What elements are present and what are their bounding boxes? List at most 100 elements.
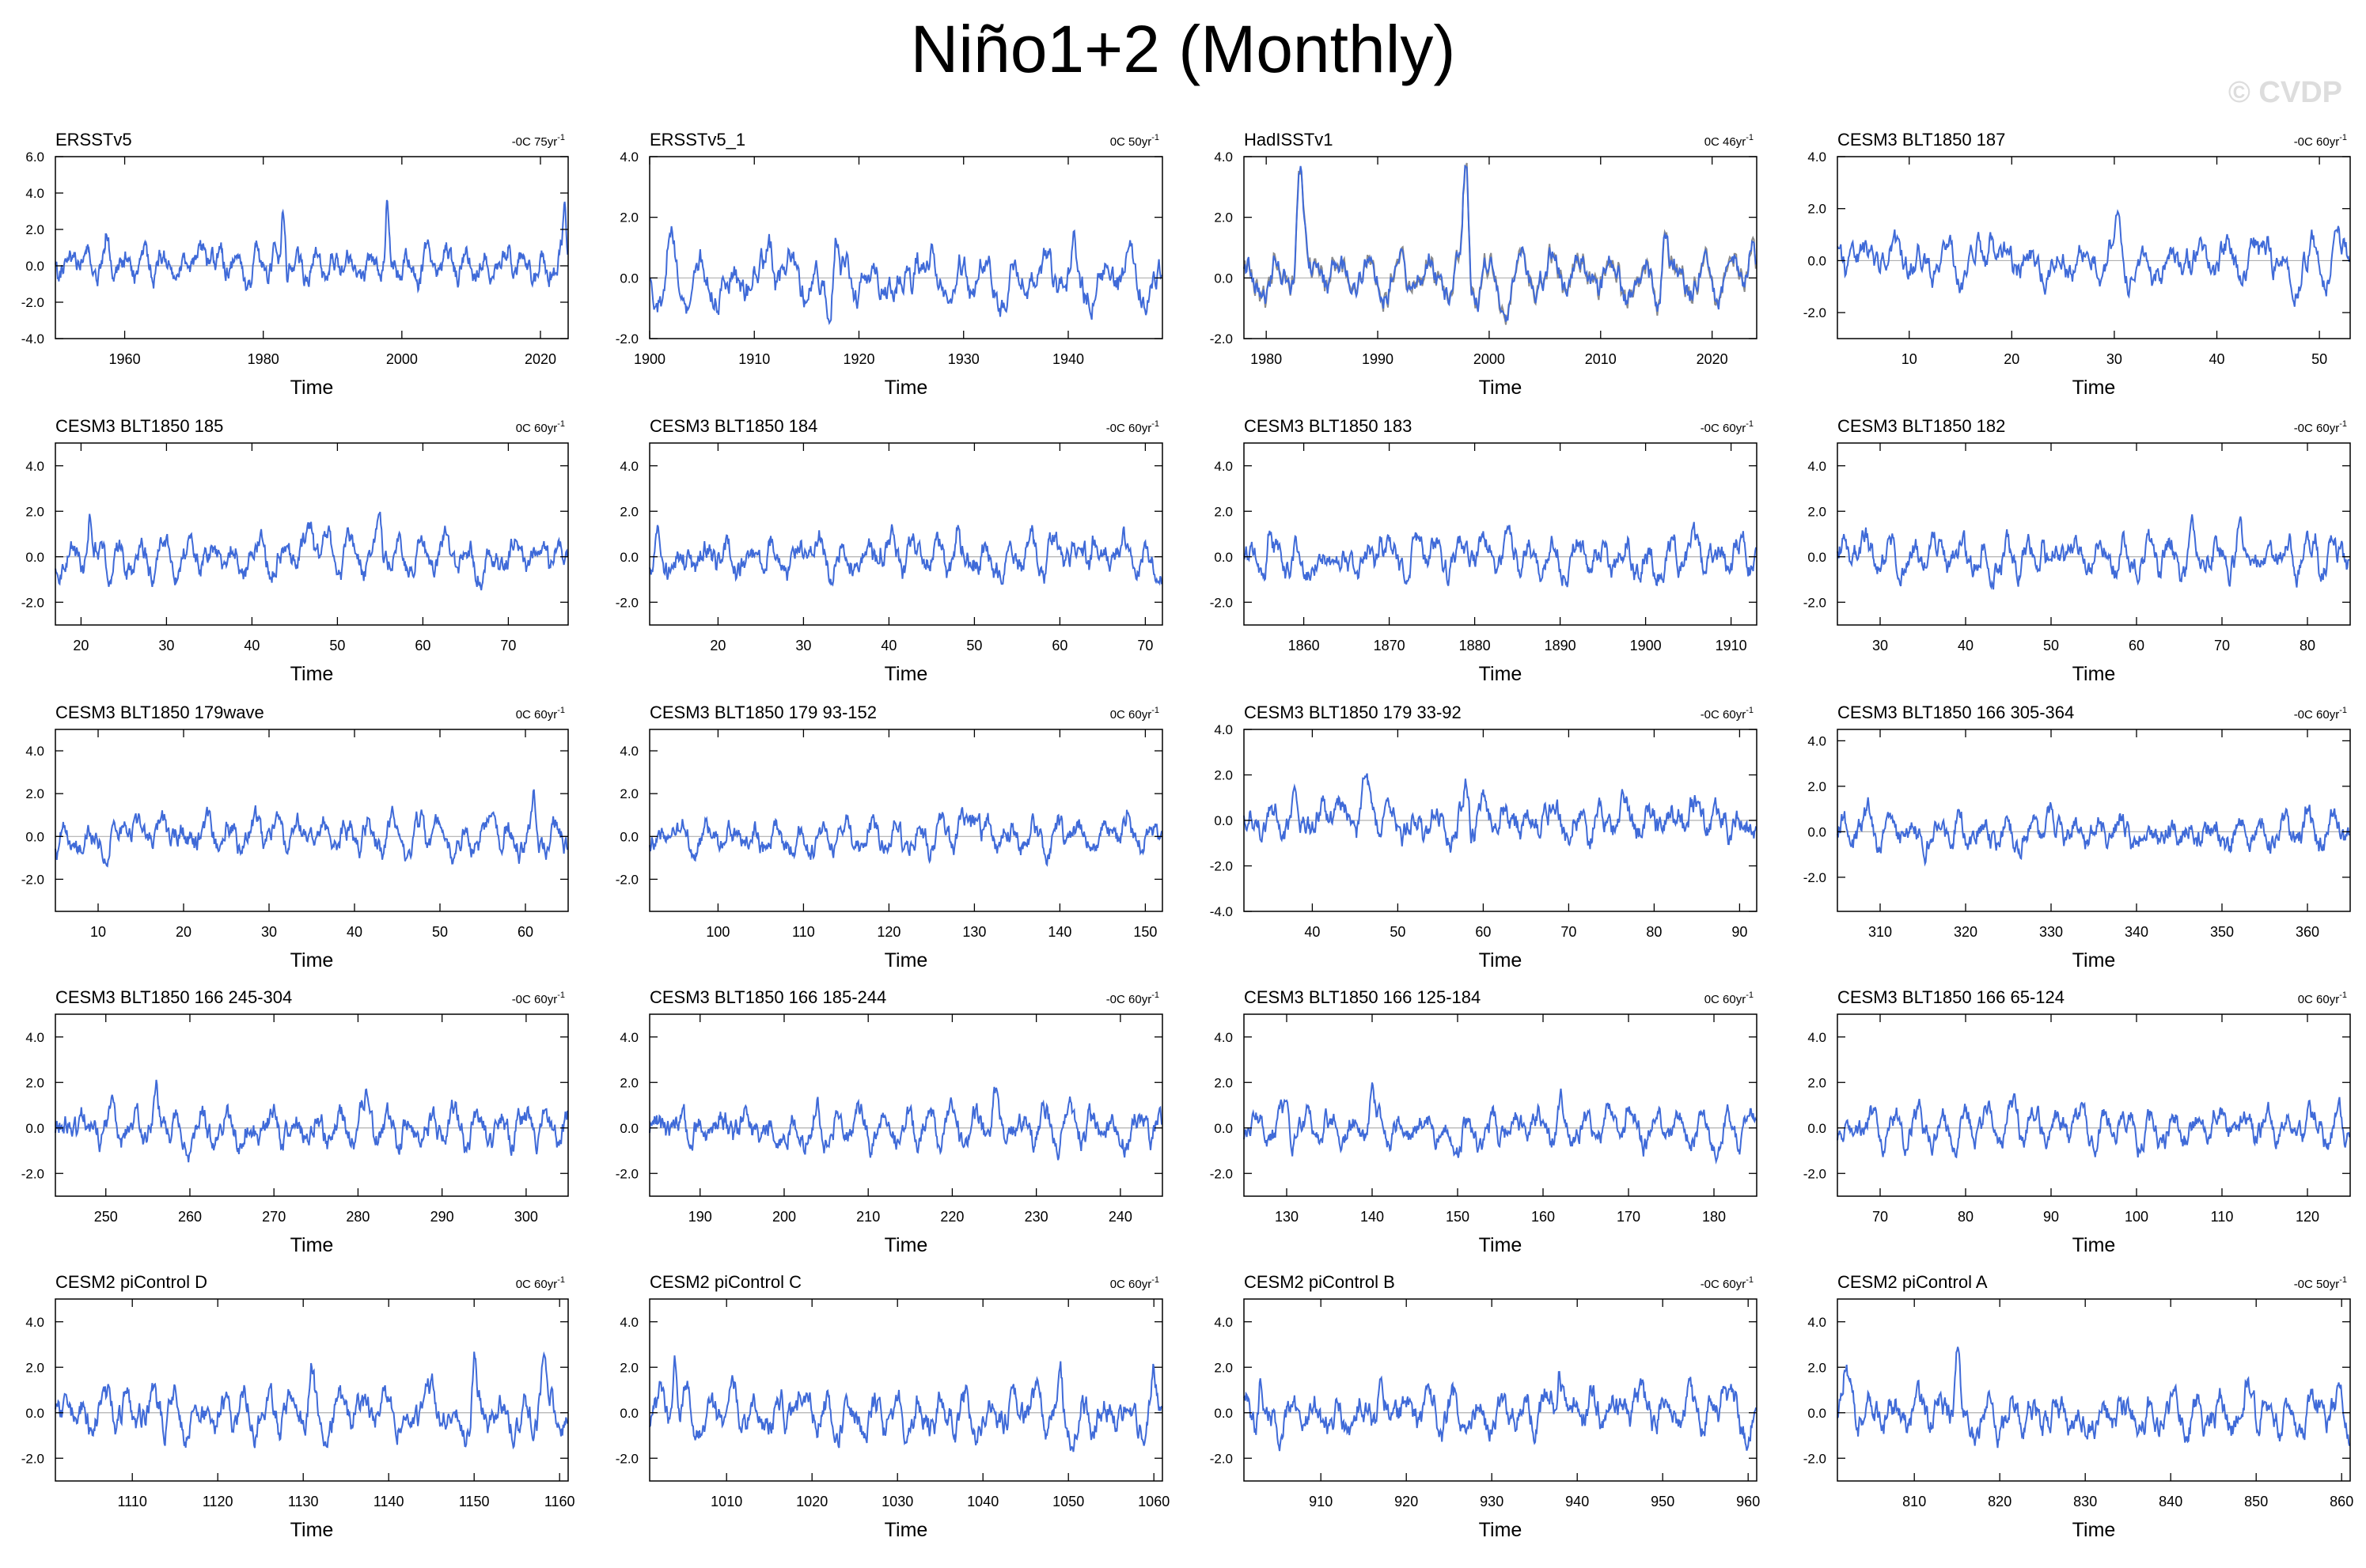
y-tick-label: 0.0 xyxy=(620,1406,639,1421)
x-tick-label: 50 xyxy=(2043,638,2059,653)
series-line xyxy=(1243,1370,1757,1452)
panel-title: CESM3 BLT1850 179 33-92 xyxy=(1244,703,1462,722)
panel-1: ERSSTv5 -0C 75yr-1 -4.0 -2.0 0.0 2.0 4.0 6.0 196… xyxy=(21,130,569,399)
x-tick-label: 30 xyxy=(2106,351,2122,367)
y-tick-label: 4.0 xyxy=(620,459,639,474)
series-line xyxy=(55,199,569,294)
series-line xyxy=(1837,209,2350,307)
x-tick-label: 280 xyxy=(346,1209,370,1225)
plot-frame xyxy=(649,442,1163,626)
x-tick-label: 1110 xyxy=(118,1494,147,1509)
x-tick-label: 50 xyxy=(432,924,448,940)
plot-frame xyxy=(649,1013,1163,1197)
series-line xyxy=(1837,1346,2351,1449)
y-tick-label: 0.0 xyxy=(1214,1121,1233,1136)
x-tick-label: 1020 xyxy=(796,1494,828,1509)
y-tick-label: 0.0 xyxy=(1807,253,1826,268)
plot-frame xyxy=(55,156,569,339)
x-tick-label: 70 xyxy=(500,638,516,653)
x-tick-label: 30 xyxy=(1872,638,1888,653)
trend-label: 0C 50yr-1 xyxy=(1110,133,1159,149)
x-tick-label: 350 xyxy=(2210,924,2234,940)
x-tick-label: 90 xyxy=(2043,1209,2059,1225)
y-tick-label: 2.0 xyxy=(620,1075,639,1090)
y-tick-label: 0.0 xyxy=(1807,550,1826,565)
plot-frame xyxy=(1837,1013,2351,1197)
panel-6: CESM3 BLT1850 184 -0C 60yr-1 -2.0 0.0 2.0 4.0… xyxy=(616,416,1163,685)
trend-label: 0C 60yr-1 xyxy=(516,1275,565,1291)
y-tick-label: 2.0 xyxy=(1807,202,1826,217)
x-tick-label: 110 xyxy=(2211,1209,2234,1225)
series-line xyxy=(1837,797,2350,867)
x-tick-label: 1160 xyxy=(544,1494,575,1509)
x-tick-label: 50 xyxy=(1390,924,1405,940)
x-tick-label: 330 xyxy=(2039,924,2063,940)
panel-11: CESM3 BLT1850 179 33-92 -0C 60yr-1 -4.0 -2.… xyxy=(1210,703,1757,971)
x-tick-label: 150 xyxy=(1133,924,1157,940)
x-tick-label: 1010 xyxy=(711,1494,742,1509)
series-line xyxy=(649,225,1162,326)
x-tick-label: 120 xyxy=(2296,1209,2319,1225)
panel-title: CESM2 piControl D xyxy=(55,1272,207,1292)
x-axis-label: Time xyxy=(2072,949,2116,971)
x-tick-label: 830 xyxy=(2073,1494,2097,1509)
series-line xyxy=(1243,164,1757,322)
trend-label: -0C 60yr-1 xyxy=(2294,419,2347,435)
x-tick-label: 2010 xyxy=(1585,351,1617,367)
y-tick-label: -2.0 xyxy=(21,595,44,610)
trend-label: 0C 60yr-1 xyxy=(516,706,565,722)
x-tick-label: 20 xyxy=(710,638,726,653)
x-tick-label: 50 xyxy=(966,638,982,653)
series-line xyxy=(649,807,1163,867)
y-tick-label: 2.0 xyxy=(1214,210,1233,225)
x-tick-label: 110 xyxy=(792,924,815,940)
y-tick-label: -2.0 xyxy=(616,872,639,887)
x-axis-label: Time xyxy=(2072,663,2116,685)
panel-title: CESM3 BLT1850 166 245-304 xyxy=(55,987,292,1007)
y-tick-label: -2.0 xyxy=(616,1451,639,1466)
trend-label: 0C 60yr-1 xyxy=(2298,990,2347,1006)
x-tick-label: 1930 xyxy=(948,351,980,367)
y-tick-label: 4.0 xyxy=(1807,1030,1826,1045)
x-axis-label: Time xyxy=(2072,377,2116,399)
y-tick-label: 0.0 xyxy=(620,271,639,286)
panel-15: CESM3 BLT1850 166 125-184 0C 60yr-1 -2.0 0.… xyxy=(1210,987,1757,1256)
x-axis-label: Time xyxy=(885,1519,928,1541)
plot-frame xyxy=(1243,1013,1757,1197)
y-tick-label: -2.0 xyxy=(616,331,639,347)
x-tick-label: 940 xyxy=(1565,1494,1589,1509)
y-tick-label: 4.0 xyxy=(25,459,44,474)
y-tick-label: 2.0 xyxy=(1807,504,1826,519)
y-tick-label: 4.0 xyxy=(25,744,44,759)
series-line xyxy=(1243,773,1757,853)
y-tick-label: 4.0 xyxy=(25,1030,44,1045)
y-tick-label: 4.0 xyxy=(1214,1030,1233,1045)
trend-label: -0C 60yr-1 xyxy=(1106,990,1159,1006)
x-tick-label: 40 xyxy=(1958,638,1974,653)
y-tick-label: 0.0 xyxy=(1214,550,1233,565)
panel-7: CESM3 BLT1850 183 -0C 60yr-1 -2.0 0.0 2.0 4.0… xyxy=(1210,416,1757,685)
plot-frame xyxy=(1837,442,2351,626)
series-line xyxy=(649,1355,1163,1452)
x-tick-label: 1060 xyxy=(1138,1494,1170,1509)
x-axis-label: Time xyxy=(1479,663,1522,685)
panel-13: CESM3 BLT1850 166 245-304 -0C 60yr-1 -2.0 0… xyxy=(21,987,569,1256)
x-tick-label: 910 xyxy=(1309,1494,1333,1509)
x-tick-label: 1900 xyxy=(1630,638,1662,653)
y-tick-label: 0.0 xyxy=(25,1406,44,1421)
panel-17: CESM2 piControl D 0C 60yr-1 -2.0 0.0 2.0 4.0 1… xyxy=(21,1272,575,1541)
x-axis-label: Time xyxy=(290,949,334,971)
trend-label: -0C 60yr-1 xyxy=(2294,133,2347,149)
x-tick-label: 820 xyxy=(1988,1494,2011,1509)
x-tick-label: 40 xyxy=(2209,351,2225,367)
y-tick-label: 0.0 xyxy=(620,829,639,844)
panel-2: ERSSTv5_1 0C 50yr-1 -2.0 0.0 2.0 4.0 1900 1910 1… xyxy=(616,130,1163,399)
y-tick-label: -2.0 xyxy=(21,1451,44,1466)
x-tick-label: 310 xyxy=(1868,924,1892,940)
x-tick-label: 50 xyxy=(2311,351,2327,367)
x-axis-label: Time xyxy=(290,1234,334,1256)
x-tick-label: 840 xyxy=(2159,1494,2182,1509)
panel-title: ERSSTv5_1 xyxy=(650,130,745,150)
plot-frame xyxy=(1837,156,2351,339)
